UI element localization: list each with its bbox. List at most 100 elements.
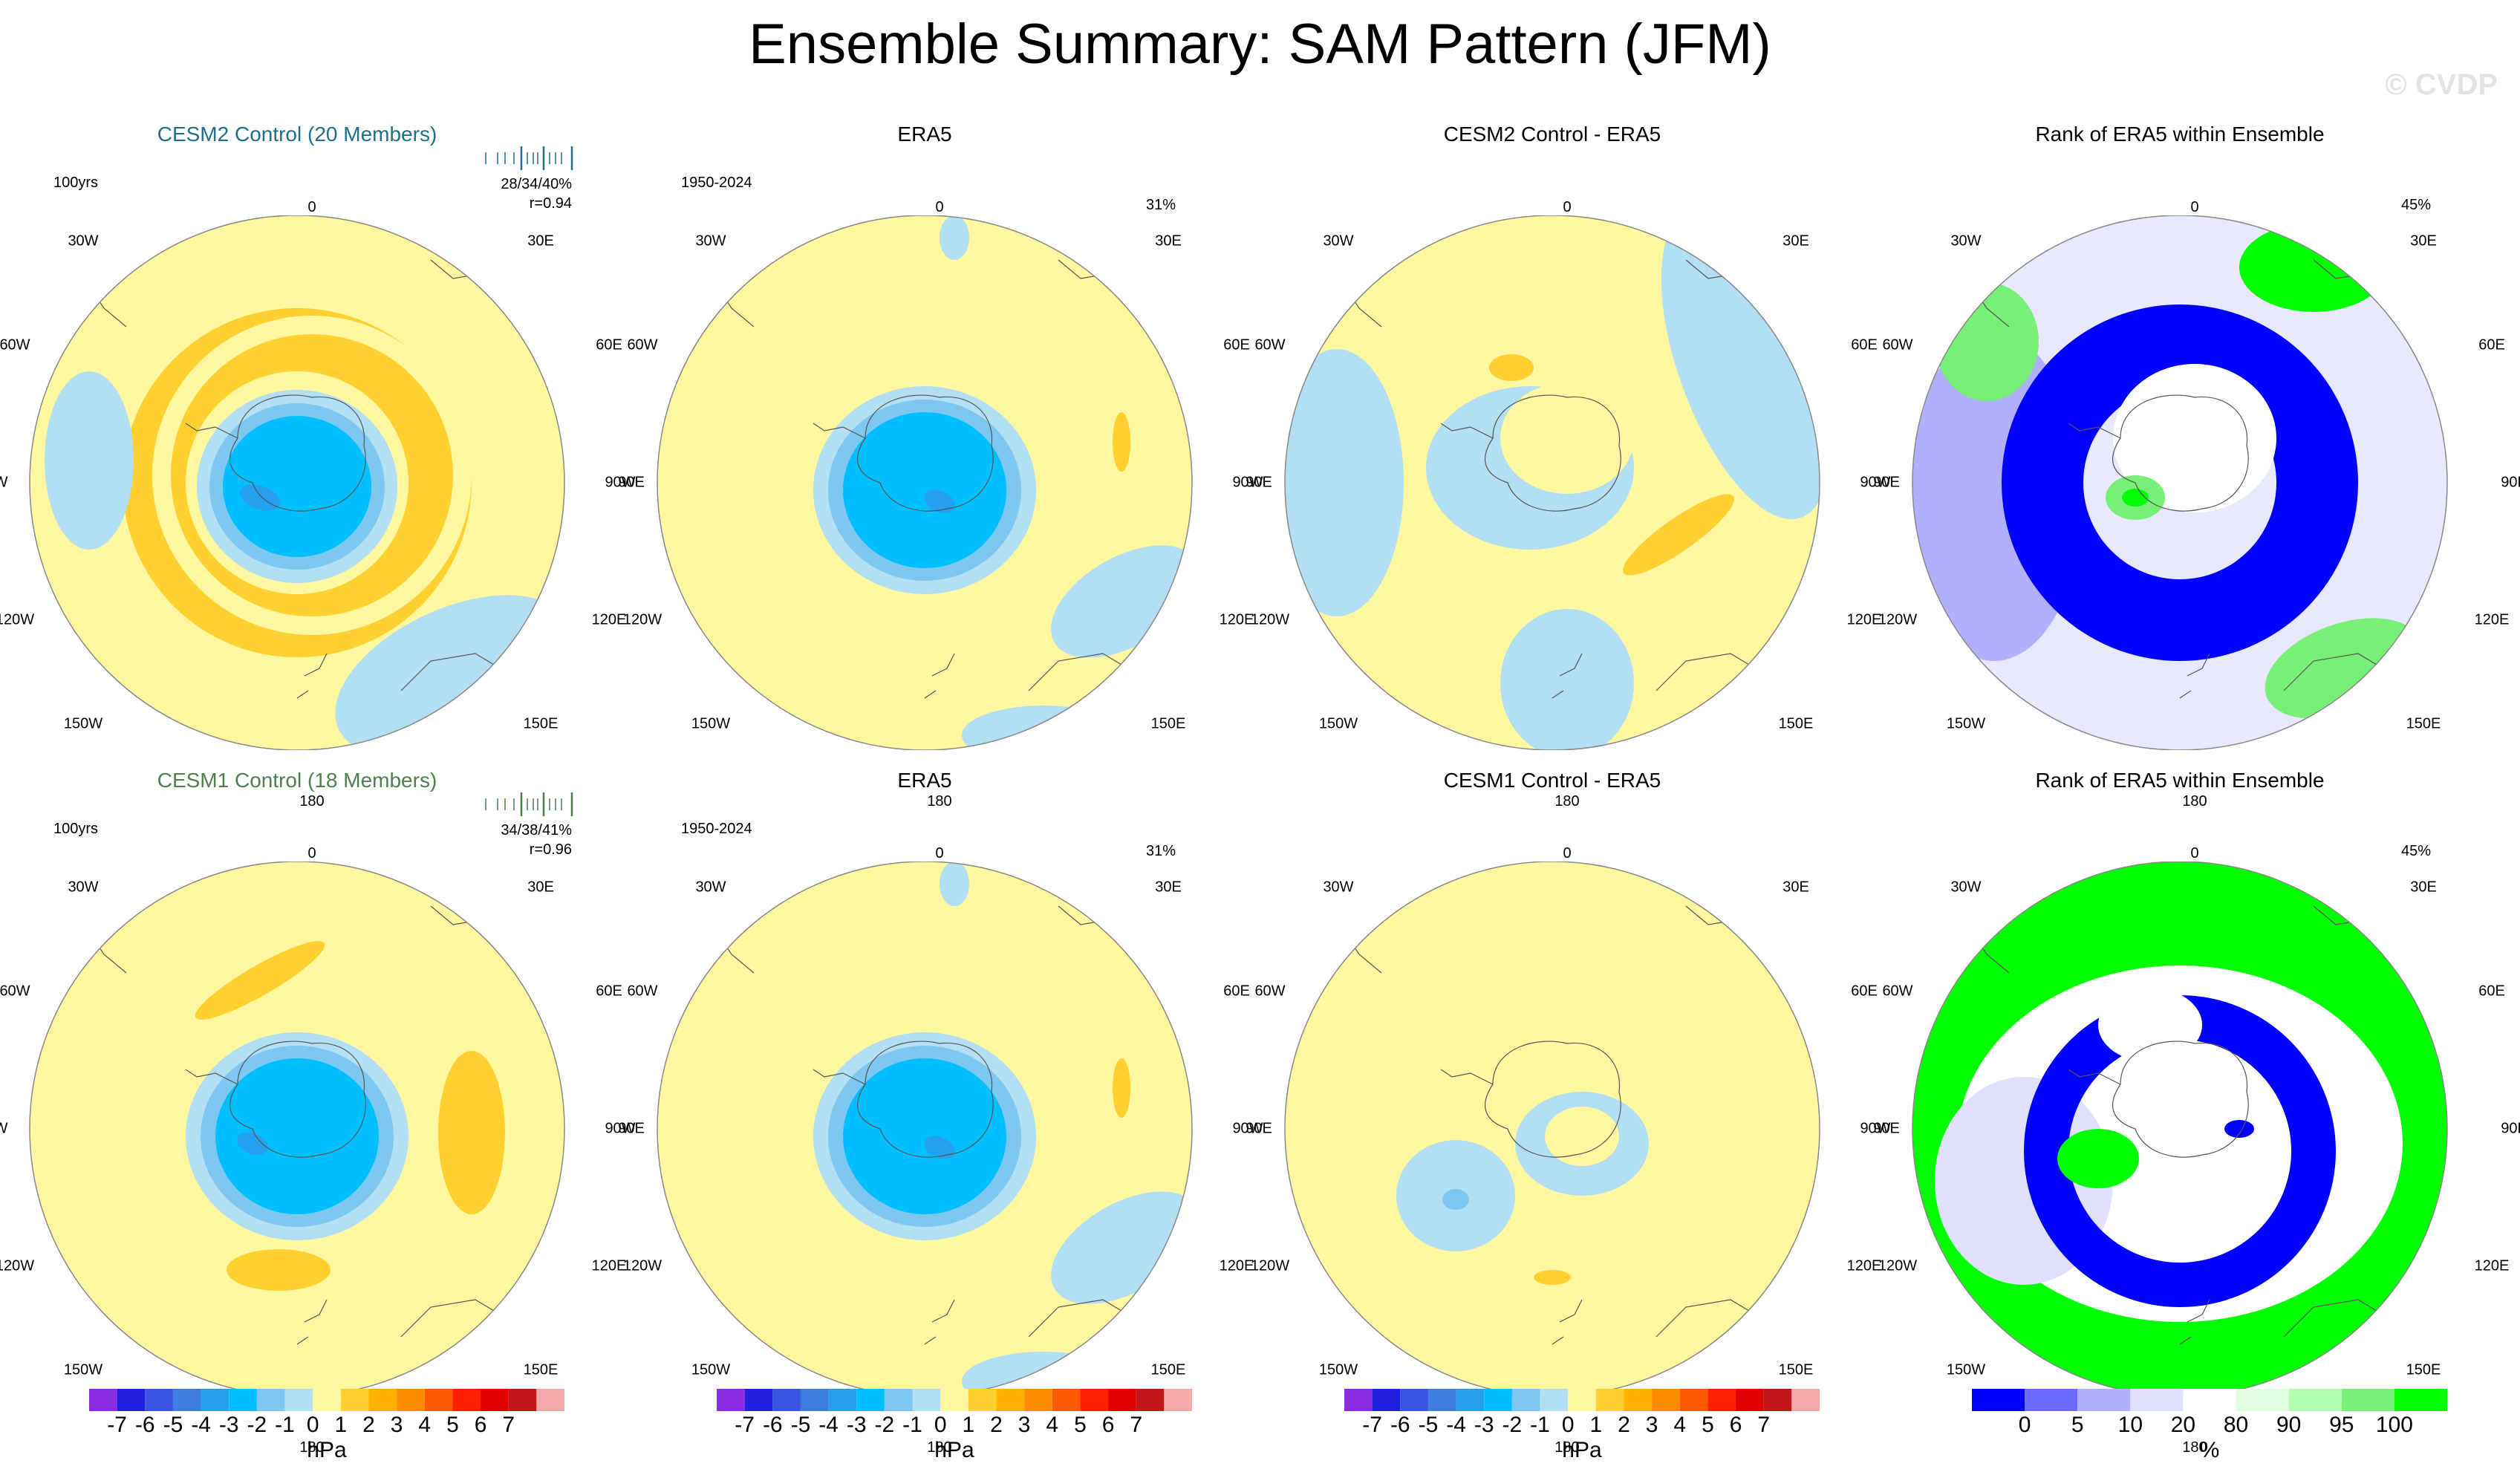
lon-label-l120: 120W [1250,1257,1290,1274]
lon-label-r90: 90E [618,474,645,491]
lon-label-l90: 90W [0,474,8,491]
colorbar-swatch [744,1389,773,1411]
new-zealand-coastline [1552,1299,1583,1345]
colorbar-tick-label: 4 [418,1413,432,1437]
rank-bin-100 [2122,489,2149,507]
lon-label-bottom: 180 [927,793,952,810]
lon-label-l90: 90W [1860,474,1891,491]
variance-stats: 28/34/40% [501,176,572,192]
lon-label-r120: 120E [1219,611,1254,628]
lon-label-l60: 60W [1882,336,1913,354]
colorbar-swatch [1652,1389,1680,1411]
new-zealand-coastline [924,1299,955,1345]
colorbar-tick-label: -3 [218,1413,239,1437]
colorbar-tick-label: 20 [2170,1413,2196,1437]
lon-label-l150: 150W [63,1361,103,1378]
colorbar-tick-label: -5 [790,1413,811,1437]
colorbar-swatch [368,1389,397,1411]
negative-contour-3 [843,412,1006,568]
negative-contour-3 [223,416,371,557]
lon-label-l60: 60W [1254,983,1286,1000]
lon-label-r90: 90E [1246,1120,1272,1137]
lon-label-bottom: 180 [299,1439,325,1456]
lon-label-bottom: 180 [927,1439,952,1456]
lon-label-l60: 60W [627,336,658,354]
colorbar-swatch [481,1389,509,1411]
map-panel-1: CESM2 Control (20 Members) 100yrs 28/34/40… [0,123,645,810]
pattern-correlation: r=0.94 [529,195,572,212]
polar-map [29,215,565,750]
lon-label-top: 0 [1563,845,1572,862]
colorbar-swatch [1736,1389,1764,1411]
colorbar-swatch [1763,1389,1792,1411]
colorbar-tick-label: 0 [306,1413,319,1437]
lon-label-l60: 60W [627,983,658,1000]
colorbar-swatch [1164,1389,1192,1411]
lon-label-l150: 150W [691,1361,731,1378]
map-border [657,215,1193,750]
lon-label-l120: 120W [0,611,35,628]
colorbar-swatch [313,1389,341,1411]
colorbar-swatch [1972,1389,2025,1411]
panel-title: Rank of ERA5 within Ensemble [2035,123,2325,146]
rank-bin-100-north [2239,223,2388,312]
polar-map [657,862,1193,1396]
colorbar-strip [89,1389,564,1411]
member-spread-bars [485,792,573,816]
colorbar-tick-label: -1 [275,1413,295,1437]
map-panel-3: CESM2 Control - ERA5 0 180 30E 60E 90E 120E 150… [1232,123,1899,810]
lon-label-r60: 60E [1851,336,1878,354]
lon-label-top: 0 [2190,845,2199,862]
panel-title: CESM1 Control - ERA5 [1443,769,1661,792]
colorbar-tick-label: 2 [990,1413,1003,1437]
panel-title: CESM2 Control - ERA5 [1443,123,1661,146]
map-border [29,215,565,750]
lon-label-r90: 90E [1873,1120,1900,1137]
colorbar-tick-label: -6 [134,1413,155,1437]
lon-label-l30: 30W [695,232,726,250]
variance-label: 45% [2400,197,2431,213]
colorbar-tick-label: -2 [1502,1413,1523,1437]
polar-map [1912,862,2448,1396]
antarctica-coastline [229,1041,366,1158]
lon-label-l30: 30W [1950,879,1982,896]
colorbar-tick-label: 5 [446,1413,459,1437]
polar-map [1284,215,1820,750]
colorbar-tick-label: 3 [1018,1413,1031,1437]
colorbar-swatch [284,1389,313,1411]
lon-label-l30: 30W [695,879,726,896]
lon-label-l150: 150W [691,715,731,732]
map-border [29,862,565,1396]
lon-label-r120: 120E [591,1257,627,1274]
colorbar-tick-label: -6 [762,1413,783,1437]
colorbar-swatch [2341,1389,2394,1411]
figure-title: Ensemble Summary: SAM Pattern (JFM) [749,13,1771,76]
watermark: © CVDP [2385,68,2498,101]
panel-title: CESM1 Control (18 Members) [157,769,437,792]
variance-label: 45% [2400,843,2431,859]
new-zealand-coastline [296,653,328,699]
lon-label-r30: 30E [1155,232,1182,250]
antarctica-coastline [1485,394,1621,512]
colorbar-swatch [397,1389,425,1411]
colorbar-swatch [772,1389,801,1411]
colorbar-strip [1972,1389,2447,1411]
antarctica-coastline [2112,1041,2249,1158]
positive-contour [1113,1058,1130,1118]
lon-label-r30: 30E [1155,879,1182,896]
lon-label-top: 0 [307,845,316,862]
colorbar-swatch [912,1389,941,1411]
positive-ring-1hpa [122,307,472,658]
lon-label-l30: 30W [1950,232,1982,250]
colorbar-swatch [1679,1389,1708,1411]
panel-title: CESM2 Control (20 Members) [157,123,437,146]
lon-label-r120: 120E [2474,1257,2510,1274]
colorbar-tick-label: 1 [334,1413,348,1437]
colorbar-swatch [256,1389,285,1411]
colorbar-tick-label: -2 [874,1413,895,1437]
colorbar-tick-label: -1 [902,1413,922,1437]
lon-label-r120: 120E [1846,1257,1882,1274]
colorbar-swatch [717,1389,745,1411]
colorbar-swatch [1372,1389,1401,1411]
new-zealand-coastline [2179,653,2210,699]
